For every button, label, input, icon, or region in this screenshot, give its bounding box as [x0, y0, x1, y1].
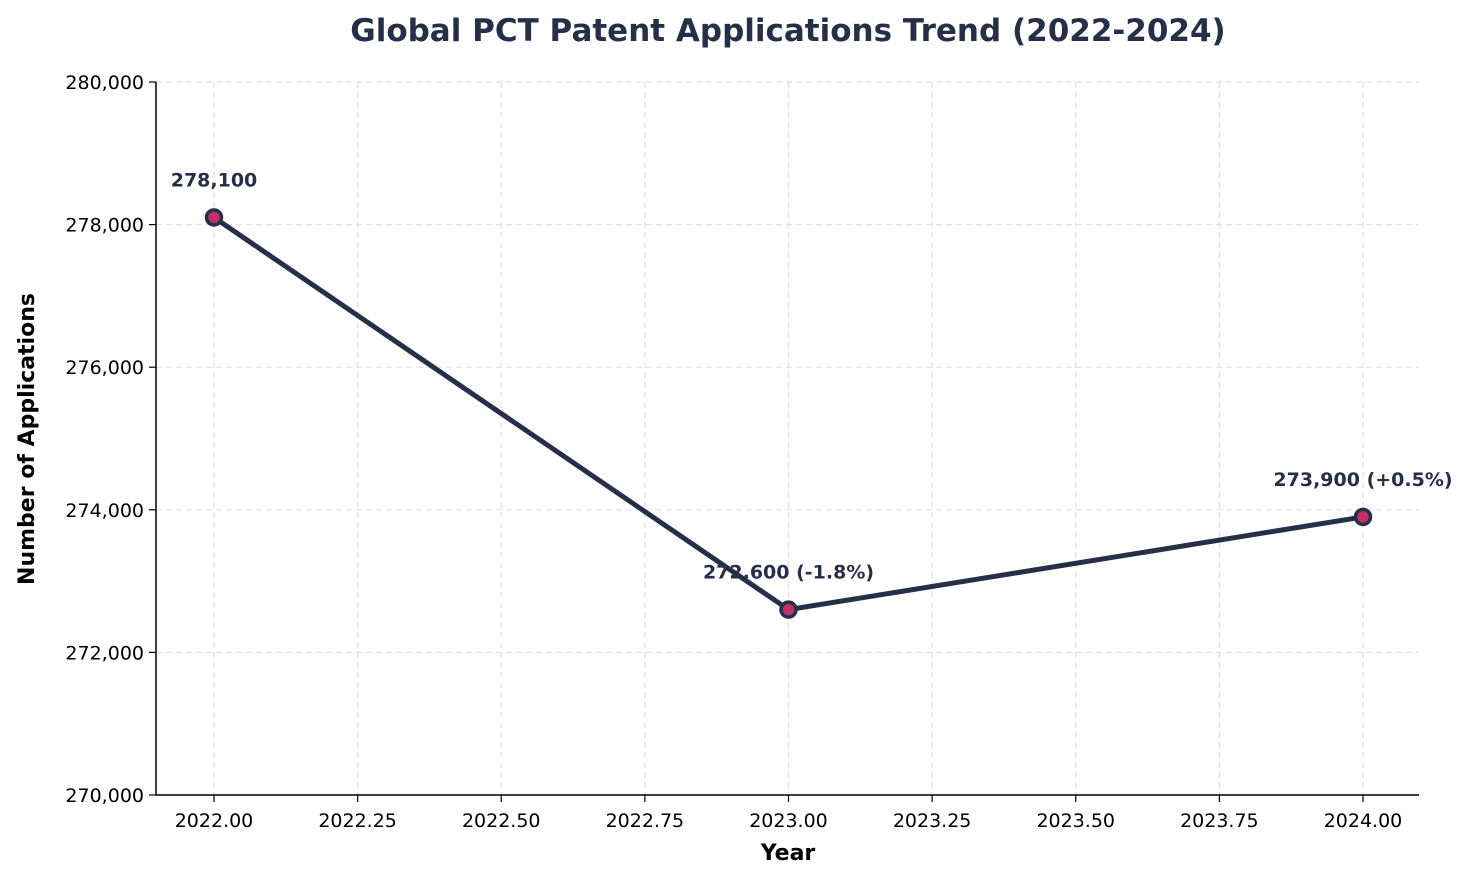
y-tick-label: 280,000: [65, 72, 144, 94]
x-axis-label: Year: [760, 841, 816, 866]
x-tick-label: 2022.75: [606, 810, 685, 832]
y-tick-label: 272,000: [65, 642, 144, 664]
x-tick-label: 2023.25: [893, 810, 972, 832]
data-point: [1353, 507, 1373, 527]
x-tick-label: 2023.50: [1036, 810, 1115, 832]
x-tick-label: 2022.00: [175, 810, 254, 832]
data-label: 272,600 (-1.8%): [703, 562, 874, 584]
chart-title: Global PCT Patent Applications Trend (20…: [350, 13, 1225, 49]
data-point: [204, 208, 224, 227]
y-tick-label: 276,000: [65, 357, 144, 379]
x-tick-label: 2023.75: [1180, 810, 1259, 832]
y-tick-label: 278,000: [65, 215, 144, 237]
x-tick-label: 2022.50: [462, 810, 541, 832]
data-point: [779, 600, 798, 619]
y-tick-label: 274,000: [65, 500, 144, 522]
y-axis-label: Number of Applications: [15, 293, 40, 585]
data-label: 278,100: [171, 169, 258, 191]
y-tick-label: 270,000: [65, 785, 144, 807]
x-tick-label: 2024.00: [1324, 810, 1403, 832]
x-tick-label: 2022.25: [318, 810, 397, 832]
x-tick-label: 2023.00: [749, 810, 828, 832]
data-label: 273,900 (+0.5%): [1273, 469, 1452, 491]
